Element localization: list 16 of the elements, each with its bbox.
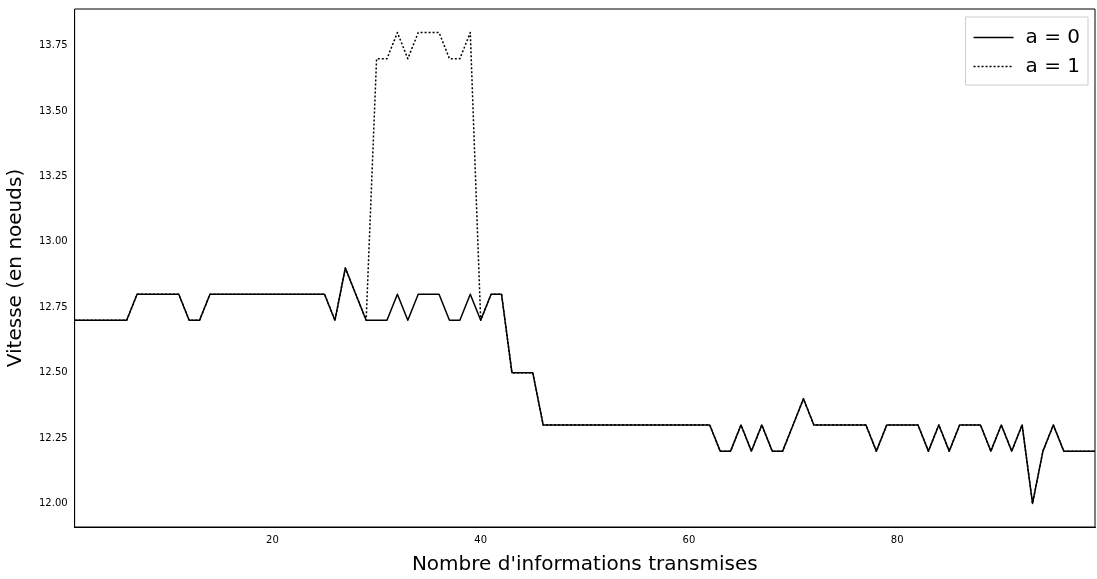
y-tick-label: 12.75 [38,300,68,312]
y-tick-label: 13.00 [38,235,68,247]
y-tick-label: 13.50 [38,104,68,116]
y-tick-label: 12.50 [38,366,68,378]
y-axis-title: Vitesse (en noeuds) [2,168,27,368]
y-tick-label: 12.00 [38,497,68,509]
y-tick-label: 12.25 [38,431,68,443]
x-tick-label: 40 [474,533,488,545]
y-tick-label: 13.75 [38,39,68,51]
x-tick-label: 60 [682,533,696,545]
x-tick-label: 80 [890,533,904,545]
legend-label: a = 0 [1025,23,1080,48]
legend-label: a = 1 [1025,52,1080,77]
x-axis-title: Nombre d'informations transmises [411,551,758,576]
y-tick-label: 13.25 [38,170,68,182]
x-tick-label: 20 [266,533,279,545]
